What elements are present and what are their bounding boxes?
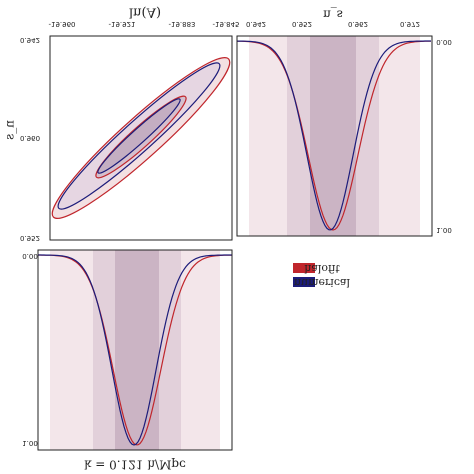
x-tick-label: -19.845 bbox=[212, 20, 239, 28]
y-tick-label: 0.00 bbox=[22, 252, 38, 260]
curve-halofit bbox=[237, 40, 431, 231]
panel-frame bbox=[37, 249, 233, 451]
legend-swatch bbox=[293, 277, 315, 287]
curve-numerical bbox=[38, 254, 232, 446]
panel-frame bbox=[236, 35, 433, 237]
x-tick-label: -19.960 bbox=[48, 20, 75, 28]
x-tick-label: -19.883 bbox=[168, 20, 195, 28]
axis-label: n_s bbox=[3, 120, 17, 140]
legend-label: numerical bbox=[294, 276, 351, 289]
contour-68-numerical bbox=[97, 98, 181, 174]
y-tick-label: 1.00 bbox=[22, 439, 38, 447]
legend-label: halofit bbox=[304, 262, 340, 275]
y-tick-label: 1.00 bbox=[436, 226, 452, 234]
legend-swatch bbox=[293, 263, 315, 273]
x-tick-label: -19.921 bbox=[108, 20, 135, 28]
y-tick-label: 0.00 bbox=[436, 38, 452, 46]
axis-label: ln(A) bbox=[129, 5, 161, 20]
curve-numerical bbox=[237, 40, 431, 231]
x-tick-label: 0.942 bbox=[246, 20, 266, 28]
y-tick-label: 0.960 bbox=[20, 134, 40, 142]
x-tick-label: 0.952 bbox=[292, 20, 312, 28]
y-tick-label: 0.952 bbox=[20, 234, 40, 242]
axis-label: n_s bbox=[323, 8, 343, 22]
x-tick-label: 0.962 bbox=[348, 20, 368, 28]
x-tick-label: 0.972 bbox=[400, 20, 420, 28]
y-tick-label: 0.942 bbox=[20, 36, 40, 44]
panel-frame bbox=[49, 35, 233, 241]
band-68 bbox=[310, 36, 356, 236]
chart-title: k = 0.121 h/Mpc bbox=[84, 458, 186, 472]
band-68 bbox=[115, 250, 159, 450]
